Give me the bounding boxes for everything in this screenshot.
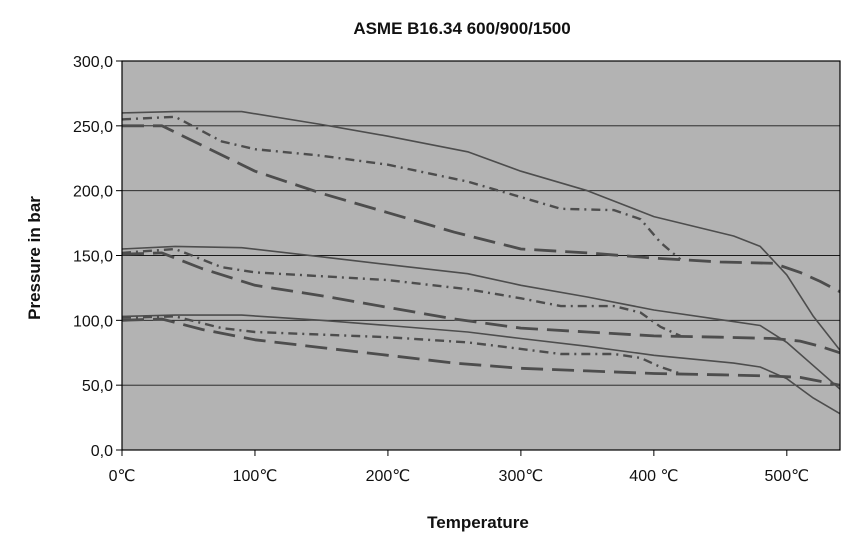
x-tick-label: 0℃ bbox=[109, 468, 136, 485]
y-tick-label: 50,0 bbox=[82, 378, 113, 395]
y-axis-label: Pressure in bar bbox=[25, 196, 44, 320]
x-axis: 0℃ 100℃ 200℃ 300℃ 400 ℃ 500℃ bbox=[109, 450, 809, 485]
series-line-1 bbox=[121, 110, 841, 351]
y-axis: 0,0 50,0 100,0 150,0 200,0 250,0 300,0 bbox=[73, 54, 122, 460]
series-line-5 bbox=[121, 247, 681, 337]
series-line-3 bbox=[122, 124, 841, 294]
x-axis-label: Temperature bbox=[427, 513, 529, 532]
x-tick-label: 500℃ bbox=[764, 468, 809, 485]
y-tick-label: 300,0 bbox=[73, 54, 113, 71]
x-tick-label: 100℃ bbox=[233, 468, 278, 485]
x-tick-label: 200℃ bbox=[366, 468, 411, 485]
series-layer bbox=[121, 110, 841, 415]
series-line-2 bbox=[121, 115, 682, 261]
x-tick-label: 300℃ bbox=[499, 468, 544, 485]
y-tick-label: 150,0 bbox=[73, 249, 113, 266]
y-tick-label: 0,0 bbox=[91, 443, 113, 460]
y-tick-label: 250,0 bbox=[73, 119, 113, 136]
series-line-9 bbox=[121, 317, 841, 387]
chart-title: ASME B16.34 600/900/1500 bbox=[353, 19, 570, 38]
series-line-6 bbox=[121, 251, 841, 355]
x-tick-label: 400 ℃ bbox=[629, 468, 678, 485]
y-tick-label: 100,0 bbox=[73, 313, 113, 330]
y-tick-label: 200,0 bbox=[73, 184, 113, 201]
